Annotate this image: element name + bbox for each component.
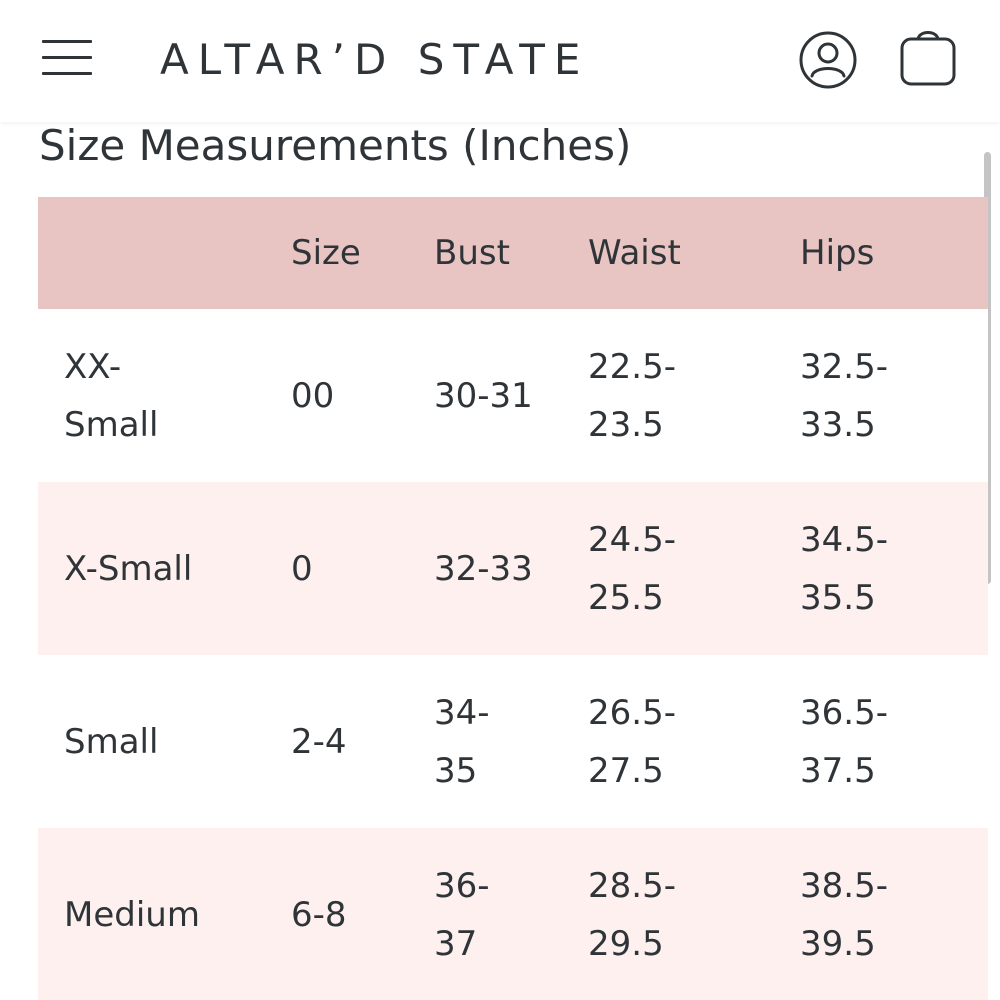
cell-hips-line: 38.5-	[800, 865, 888, 906]
page-title: Size Measurements (Inches)	[39, 121, 632, 170]
cell-bust-line: 32-33	[434, 548, 533, 589]
cell-waist-line: 22.5-	[588, 346, 676, 387]
cell-name-line: Small	[64, 721, 159, 762]
cell-hips-line: 32.5-	[800, 346, 888, 387]
cell-name-line: Small	[64, 404, 159, 445]
cell-hips-line: 37.5	[800, 750, 876, 791]
cell-name-line: X-Small	[64, 548, 193, 589]
cell-hips-line: 39.5	[800, 923, 876, 964]
hamburger-menu-icon[interactable]	[42, 38, 94, 80]
cell-waist-line: 24.5-	[588, 519, 676, 560]
cell-hips-line: 35.5	[800, 577, 876, 618]
table-row: Small 2-4 34- 35 26.5- 27.5 36.5- 37.5	[38, 655, 988, 828]
cell-waist-line: 25.5	[588, 577, 664, 618]
cell-hips-line: 36.5-	[800, 692, 888, 733]
cell-name: Medium	[38, 828, 291, 1000]
cell-bust: 32-33	[434, 482, 588, 655]
cell-waist: 24.5- 25.5	[588, 482, 800, 655]
cell-hips: 38.5- 39.5	[800, 828, 988, 1000]
cell-bust: 34- 35	[434, 655, 588, 828]
cell-bust-line: 36-	[434, 865, 490, 906]
cell-size: 00	[291, 375, 335, 416]
brand-logo[interactable]: ALTAR’D STATE	[160, 35, 590, 84]
cell-size: 6-8	[291, 894, 347, 935]
header-cell-size: Size	[291, 233, 361, 273]
cell-waist-line: 28.5-	[588, 865, 676, 906]
table-row: Medium 6-8 36- 37 28.5- 29.5 38.5- 39.5	[38, 828, 988, 1000]
header-cell-name	[38, 197, 291, 309]
cell-waist-line: 29.5	[588, 923, 664, 964]
cell-hips-line: 33.5	[800, 404, 876, 445]
header-cell-bust: Bust	[434, 233, 510, 273]
cell-size: 2-4	[291, 721, 347, 762]
scrollbar[interactable]	[984, 152, 991, 584]
cell-name-line: Medium	[64, 894, 200, 935]
cell-waist: 28.5- 29.5	[588, 828, 800, 1000]
cell-bust-line: 30-31	[434, 375, 533, 416]
cell-waist: 22.5- 23.5	[588, 309, 800, 482]
cell-name: XX- Small	[38, 309, 291, 482]
cell-hips: 32.5- 33.5	[800, 309, 988, 482]
cell-hips-line: 34.5-	[800, 519, 888, 560]
cell-name-line: XX-	[64, 346, 122, 387]
table-header-row: Size Bust Waist Hips	[38, 197, 988, 309]
cell-hips: 34.5- 35.5	[800, 482, 988, 655]
cell-name: X-Small	[38, 482, 291, 655]
cell-bust-line: 37	[434, 923, 478, 964]
cell-size: 0	[291, 548, 313, 589]
cell-waist-line: 26.5-	[588, 692, 676, 733]
cell-bust-line: 34-	[434, 692, 490, 733]
table-row: XX- Small 00 30-31 22.5- 23.5 32.5- 33.5	[38, 309, 988, 482]
cell-waist-line: 27.5	[588, 750, 664, 791]
user-account-icon[interactable]	[798, 30, 858, 90]
header-cell-hips: Hips	[800, 233, 875, 273]
shopping-bag-icon[interactable]	[898, 22, 958, 88]
cell-bust: 30-31	[434, 309, 588, 482]
site-header: ALTAR’D STATE	[0, 0, 1000, 122]
cell-hips: 36.5- 37.5	[800, 655, 988, 828]
table-row: X-Small 0 32-33 24.5- 25.5 34.5- 35.5	[38, 482, 988, 655]
cell-bust-line: 35	[434, 750, 478, 791]
cell-name: Small	[38, 655, 291, 828]
header-cell-waist: Waist	[588, 233, 681, 273]
cell-waist-line: 23.5	[588, 404, 664, 445]
table-body: XX- Small 00 30-31 22.5- 23.5 32.5- 33.5 X-Small…	[38, 309, 988, 1000]
cell-waist: 26.5- 27.5	[588, 655, 800, 828]
cell-bust: 36- 37	[434, 828, 588, 1000]
size-measurements-table: Size Bust Waist Hips XX- Small 00 30-31 22.5…	[38, 197, 988, 1000]
